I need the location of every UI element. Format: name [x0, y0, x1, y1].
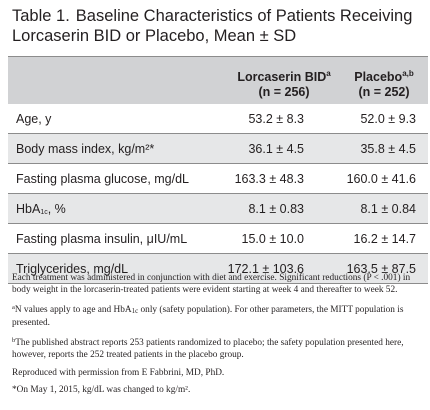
table-row-hba1c: HbA1c, % 8.1 ± 0.83 8.1 ± 0.84 [8, 194, 428, 224]
table-header-row: Lorcaserin BIDa (n = 256) Placeboa,b (n … [8, 56, 428, 104]
lorcaserin-value: 36.1 ± 4.5 [248, 142, 304, 156]
row-label-main: HbA [16, 202, 41, 216]
table-footnotes: Each treatment was administered in conju… [12, 273, 420, 403]
placebo-value: 163.5 ± 87.5 [346, 262, 416, 276]
footnote-marker: a,b [402, 69, 414, 78]
row-label-end: , % [47, 202, 66, 216]
table-row-bmi: Body mass index, kg/m²* 36.1 ± 4.5 35.8 … [8, 134, 428, 164]
placebo-value: 35.8 ± 4.5 [360, 142, 416, 156]
column-header-placebo: Placeboa,b (n = 252) [342, 66, 426, 100]
table-row-age: Age, y 53.2 ± 8.3 52.0 ± 9.3 [8, 104, 428, 134]
lorcaserin-value: 53.2 ± 8.3 [248, 112, 304, 126]
footnote-star: *On May 1, 2015, kg/dL was changed to kg… [12, 385, 191, 396]
row-label: HbA1c, % [16, 202, 66, 216]
table-row-insulin: Fasting plasma insulin, μIU/mL 15.0 ± 10… [8, 224, 428, 254]
placebo-value: 8.1 ± 0.84 [360, 202, 416, 216]
table-number: Table 1. [12, 7, 70, 25]
footnote-a-text-end: only (safety population). For other para… [12, 305, 404, 328]
table-row-glucose: Fasting plasma glucose, mg/dL 163.3 ± 48… [8, 164, 428, 194]
column-header-lorcaserin: Lorcaserin BIDa (n = 256) [228, 66, 340, 100]
footnote-main: Each treatment was administered in conju… [12, 273, 411, 295]
lorcaserin-value: 8.1 ± 0.83 [248, 202, 304, 216]
baseline-table: Lorcaserin BIDa (n = 256) Placeboa,b (n … [8, 56, 428, 284]
column-header-n: (n = 252) [358, 85, 410, 99]
column-header-n: (n = 256) [258, 85, 310, 99]
lorcaserin-value: 172.1 ± 103.6 [227, 262, 304, 276]
placebo-value: 160.0 ± 41.6 [346, 172, 416, 186]
footnote-b-text: The published abstract reports 253 patie… [12, 338, 404, 360]
footnote-a-subscript: 1c [131, 307, 139, 316]
table-row-triglycerides: Triglycerides, mg/dL 172.1 ± 103.6 163.5… [8, 254, 428, 284]
column-header-label: Placebo [354, 70, 403, 84]
column-header-label: Lorcaserin BID [237, 70, 327, 84]
placebo-value: 16.2 ± 14.7 [353, 232, 416, 246]
row-label: Fasting plasma glucose, mg/dL [16, 172, 190, 186]
footnote-marker: a [326, 69, 331, 78]
placebo-value: 52.0 ± 9.3 [360, 112, 416, 126]
table-title: Table 1. Baseline Characteristics of Pati… [12, 6, 422, 46]
row-label: Age, y [16, 112, 52, 126]
footnote-marker: b [12, 337, 16, 345]
lorcaserin-value: 163.3 ± 48.3 [234, 172, 304, 186]
row-label-subscript: 1c [40, 209, 48, 216]
footnote-b: bThe published abstract reports 253 pati… [12, 335, 420, 361]
permission-note: Reproduced with permission from E Fabbri… [12, 367, 225, 378]
lorcaserin-value: 15.0 ± 10.0 [241, 232, 304, 246]
row-label: Body mass index, kg/m²* [16, 142, 155, 156]
footnote-a-text: N values apply to age and HbA [14, 305, 132, 316]
row-label: Triglycerides, mg/dL [16, 262, 129, 276]
table-title-text: Baseline Characteristics of Patients Rec… [12, 7, 413, 45]
footnote-marker: a [12, 304, 15, 312]
footnote-a: aN values apply to age and HbA1c only (s… [12, 302, 420, 329]
row-label: Fasting plasma insulin, μIU/mL [16, 232, 188, 246]
